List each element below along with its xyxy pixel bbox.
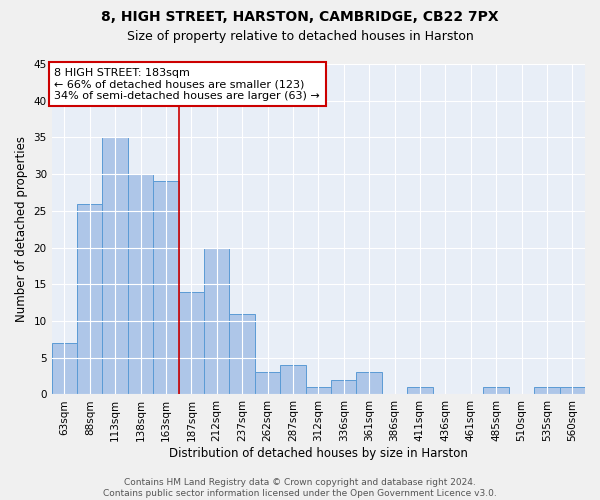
Bar bbox=[204, 248, 229, 394]
Text: 8, HIGH STREET, HARSTON, CAMBRIDGE, CB22 7PX: 8, HIGH STREET, HARSTON, CAMBRIDGE, CB22… bbox=[101, 10, 499, 24]
Bar bbox=[534, 387, 560, 394]
Bar bbox=[305, 387, 331, 394]
X-axis label: Distribution of detached houses by size in Harston: Distribution of detached houses by size … bbox=[169, 447, 468, 460]
Bar bbox=[560, 387, 585, 394]
Bar bbox=[255, 372, 280, 394]
Bar bbox=[153, 182, 179, 394]
Bar bbox=[128, 174, 153, 394]
Bar bbox=[179, 292, 204, 395]
Bar bbox=[280, 365, 305, 394]
Text: Size of property relative to detached houses in Harston: Size of property relative to detached ho… bbox=[127, 30, 473, 43]
Bar bbox=[52, 343, 77, 394]
Bar bbox=[356, 372, 382, 394]
Bar bbox=[331, 380, 356, 394]
Bar bbox=[229, 314, 255, 394]
Bar bbox=[103, 138, 128, 394]
Text: Contains HM Land Registry data © Crown copyright and database right 2024.
Contai: Contains HM Land Registry data © Crown c… bbox=[103, 478, 497, 498]
Y-axis label: Number of detached properties: Number of detached properties bbox=[15, 136, 28, 322]
Text: 8 HIGH STREET: 183sqm
← 66% of detached houses are smaller (123)
34% of semi-det: 8 HIGH STREET: 183sqm ← 66% of detached … bbox=[54, 68, 320, 101]
Bar bbox=[77, 204, 103, 394]
Bar bbox=[407, 387, 433, 394]
Bar bbox=[484, 387, 509, 394]
